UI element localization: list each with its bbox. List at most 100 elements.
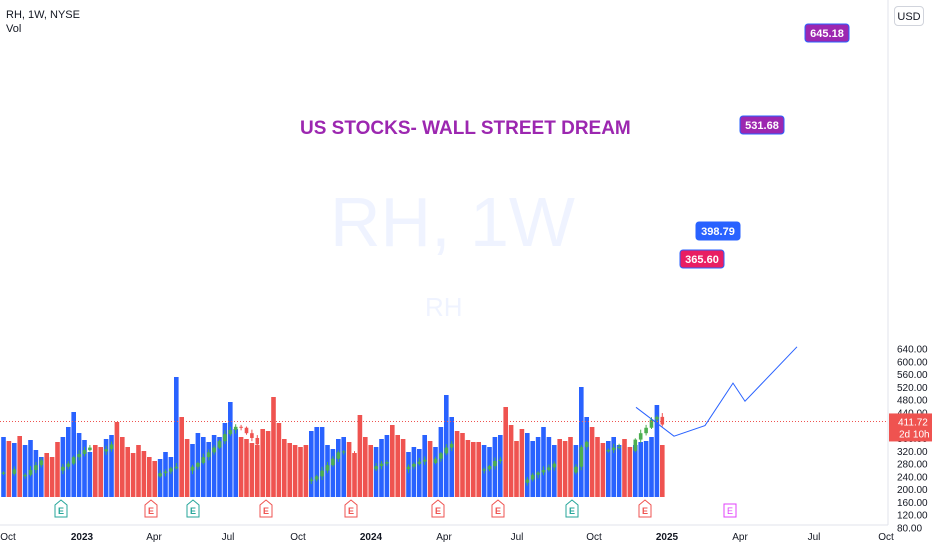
- volume-bar: [346, 442, 352, 497]
- earnings-marker-label: E: [58, 506, 64, 516]
- earnings-marker-label: E: [727, 506, 733, 516]
- candle-body: [498, 459, 503, 462]
- candle-body: [7, 472, 11, 474]
- volume-bar: [179, 417, 184, 497]
- candle-body: [142, 471, 146, 474]
- candle-body: [271, 455, 276, 461]
- symbol-watermark: RH, 1W: [330, 183, 575, 261]
- candle-body: [125, 457, 130, 464]
- candle-body: [320, 470, 324, 477]
- volume-bar: [174, 377, 179, 497]
- candle-body: [493, 461, 497, 467]
- earnings-marker: [259, 499, 273, 518]
- price-tick-label: 160.00: [897, 498, 928, 509]
- volume-bar: [309, 431, 314, 497]
- candle-body: [601, 447, 605, 452]
- symbol-legend[interactable]: RH, 1W, NYSE: [6, 9, 80, 21]
- candlesticks: [1, 413, 665, 486]
- volume-bar: [622, 439, 627, 497]
- candle-body: [266, 450, 270, 456]
- time-tick-label: 2024: [360, 532, 383, 543]
- volume-bar: [487, 447, 492, 497]
- volume-legend[interactable]: Vol: [6, 23, 22, 35]
- candle-body: [223, 434, 227, 442]
- price-tick-label: 480.00: [897, 396, 928, 407]
- volume-bar: [589, 427, 595, 497]
- candle-body: [239, 426, 243, 428]
- earnings-marker-label: E: [569, 506, 575, 516]
- candle-body: [520, 480, 524, 483]
- candle-body: [385, 461, 389, 464]
- candle-body: [109, 444, 114, 450]
- volume-bar: [93, 445, 98, 497]
- candle-body: [401, 466, 405, 470]
- volume-bar: [201, 437, 206, 497]
- candle-body: [61, 466, 65, 471]
- candle-body: [433, 458, 438, 463]
- candle-body: [77, 453, 81, 458]
- volume-bar: [373, 447, 379, 497]
- volume-bar: [654, 405, 660, 497]
- candle-body: [422, 459, 427, 462]
- volume-bar: [508, 425, 514, 497]
- time-axis[interactable]: Oct 2023 Apr Jul Oct 2024 Apr Jul Oct 2025 Apr Jul O…: [0, 532, 894, 543]
- candle-body: [82, 450, 87, 454]
- price-tick-label: 280.00: [897, 460, 928, 471]
- annotation-title[interactable]: US STOCKS- WALL STREET DREAM: [300, 118, 631, 139]
- candle-body: [206, 452, 211, 458]
- candle-body: [341, 451, 346, 453]
- target-label-text: 531.68: [745, 120, 779, 132]
- candle-body: [287, 468, 292, 472]
- volume-bar: [519, 429, 525, 497]
- volume-bar: [606, 441, 611, 497]
- candle-body: [39, 460, 44, 466]
- candle-body: [71, 457, 76, 464]
- candle-body: [325, 465, 330, 471]
- candle-body: [638, 433, 643, 440]
- volume-bar: [206, 442, 211, 497]
- volume-bar: [233, 429, 238, 497]
- candle-body: [120, 448, 125, 458]
- candle-body: [644, 427, 648, 434]
- volume-bar: [33, 450, 39, 497]
- candle-body: [552, 463, 557, 468]
- candle-body: [201, 457, 206, 463]
- volume-bar: [498, 435, 503, 497]
- projection-path: 398.79 365.60 531.68 645.18: [635, 23, 850, 437]
- candle-body: [649, 419, 654, 428]
- candle-body: [190, 466, 195, 471]
- volume-bar: [557, 439, 562, 497]
- volume-bar: [384, 435, 390, 497]
- volume-bar: [152, 461, 157, 497]
- candle-body: [277, 460, 281, 466]
- volume-bar: [114, 422, 120, 497]
- volume-bar: [417, 449, 422, 497]
- volume-bar: [465, 440, 471, 497]
- volume-bar: [22, 445, 28, 497]
- candle-body: [347, 451, 351, 454]
- volume-bar: [17, 436, 22, 497]
- candle-body: [557, 463, 562, 466]
- volume-bar: [552, 445, 557, 497]
- candle-body: [55, 468, 60, 471]
- time-tick-label: Jul: [808, 532, 821, 543]
- currency-button[interactable]: USD: [894, 6, 924, 26]
- price-tick-label: 320.00: [897, 447, 928, 458]
- candle-body: [66, 463, 71, 467]
- candle-body: [244, 427, 249, 434]
- volume-bar: [454, 431, 460, 497]
- target-label-box: [679, 249, 725, 269]
- earnings-marker: [638, 499, 652, 518]
- candle-body: [460, 449, 465, 457]
- price-tick-label: 640.00: [897, 344, 928, 355]
- candle-body: [563, 465, 567, 470]
- candle-body: [439, 453, 443, 459]
- volume-bar: [125, 447, 130, 497]
- candle-body: [352, 453, 357, 459]
- volume-bar: [168, 457, 174, 497]
- target-label-text: 365.60: [685, 254, 719, 266]
- current-price-value: 411.72: [898, 417, 928, 428]
